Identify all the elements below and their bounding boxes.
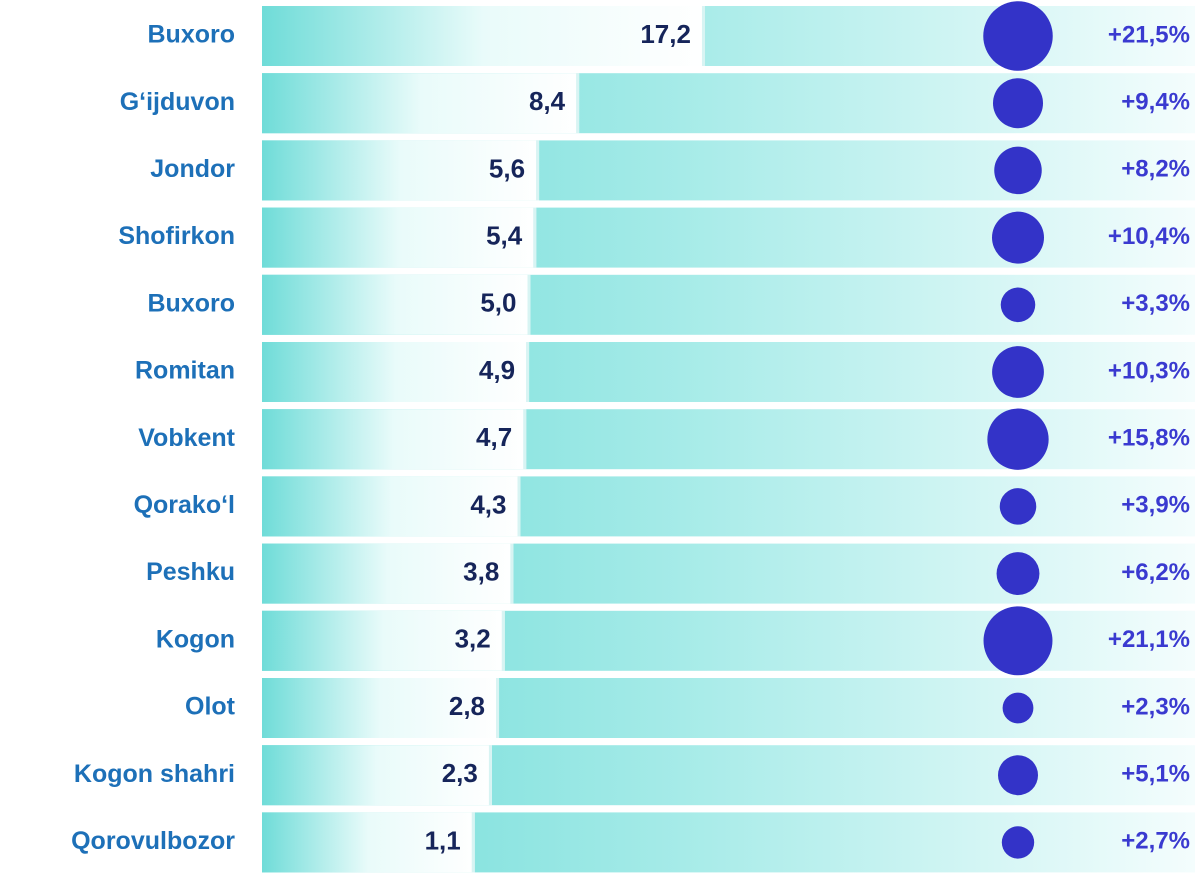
category-label: Peshku <box>146 558 235 586</box>
growth-label: +3,9% <box>1121 492 1190 519</box>
value-label: 3,2 <box>455 624 491 654</box>
growth-circle <box>999 488 1037 525</box>
value-label: 4,7 <box>476 422 512 452</box>
category-label: Jondor <box>150 155 235 183</box>
bar <box>262 274 531 335</box>
growth-label: +8,2% <box>1121 156 1190 183</box>
growth-circle <box>987 408 1049 470</box>
growth-label: +3,3% <box>1121 290 1190 317</box>
bar-edge <box>510 543 514 604</box>
growth-label: +10,4% <box>1108 223 1190 250</box>
value-label: 17,2 <box>640 19 691 49</box>
bar <box>262 610 505 671</box>
category-label: G‘ijduvon <box>120 88 235 116</box>
bar-edge <box>501 610 505 671</box>
value-label: 4,3 <box>470 489 506 519</box>
value-label: 2,3 <box>442 758 478 788</box>
growth-circle <box>997 755 1039 796</box>
bar <box>262 678 500 738</box>
value-label: 2,8 <box>449 691 485 721</box>
growth-circle <box>992 211 1044 264</box>
category-label: Romitan <box>135 357 235 385</box>
bar-edge <box>471 812 475 873</box>
category-label: Olot <box>185 693 236 721</box>
bar <box>262 207 537 268</box>
growth-circle <box>996 552 1040 596</box>
growth-label: +15,8% <box>1108 425 1190 452</box>
bar-edge <box>526 342 530 402</box>
bar <box>262 812 475 873</box>
growth-circle <box>1002 692 1034 724</box>
bar-edge <box>533 207 537 268</box>
growth-label: +2,7% <box>1121 828 1190 855</box>
bar <box>262 409 527 470</box>
growth-label: +6,2% <box>1121 559 1190 586</box>
bar <box>262 476 521 537</box>
category-label: Kogon <box>156 625 235 653</box>
growth-circle <box>983 1 1053 71</box>
category-label: Buxoro <box>148 21 236 49</box>
bar-edge <box>536 140 540 201</box>
growth-circle <box>983 606 1053 676</box>
value-label: 3,8 <box>463 556 499 586</box>
category-label: Qorovulbozor <box>71 827 235 855</box>
growth-circle <box>1001 826 1035 859</box>
value-label: 5,4 <box>486 220 523 250</box>
bar-edge <box>527 274 531 335</box>
bar <box>262 73 580 134</box>
bar-edge <box>701 6 705 66</box>
growth-circle <box>992 78 1044 129</box>
growth-circle <box>994 146 1042 195</box>
category-label: Qorako‘l <box>134 491 235 519</box>
value-label: 4,9 <box>479 355 515 385</box>
bar <box>262 543 514 604</box>
value-label: 1,1 <box>425 825 461 855</box>
bar-edge <box>576 73 580 134</box>
bar-edge <box>517 476 521 537</box>
category-label: Shofirkon <box>118 222 235 250</box>
bar <box>262 745 492 806</box>
bar-edge <box>496 678 500 738</box>
growth-label: +9,4% <box>1121 89 1190 116</box>
growth-label: +21,5% <box>1108 21 1190 48</box>
growth-label: +21,1% <box>1108 626 1190 653</box>
growth-label: +5,1% <box>1121 761 1190 788</box>
growth-label: +2,3% <box>1121 693 1190 720</box>
growth-label: +10,3% <box>1108 357 1190 384</box>
bar <box>262 140 540 201</box>
growth-circle <box>992 346 1044 398</box>
bar <box>262 6 705 66</box>
category-label: Buxoro <box>148 289 236 317</box>
value-label: 8,4 <box>529 86 566 116</box>
growth-circle <box>1000 287 1036 323</box>
category-label: Vobkent <box>138 424 235 452</box>
bar-edge <box>523 409 527 470</box>
value-label: 5,0 <box>480 288 516 318</box>
category-label: Kogon shahri <box>74 760 235 788</box>
value-label: 5,6 <box>489 153 525 183</box>
bar-edge <box>488 745 492 806</box>
bar <box>262 342 530 402</box>
